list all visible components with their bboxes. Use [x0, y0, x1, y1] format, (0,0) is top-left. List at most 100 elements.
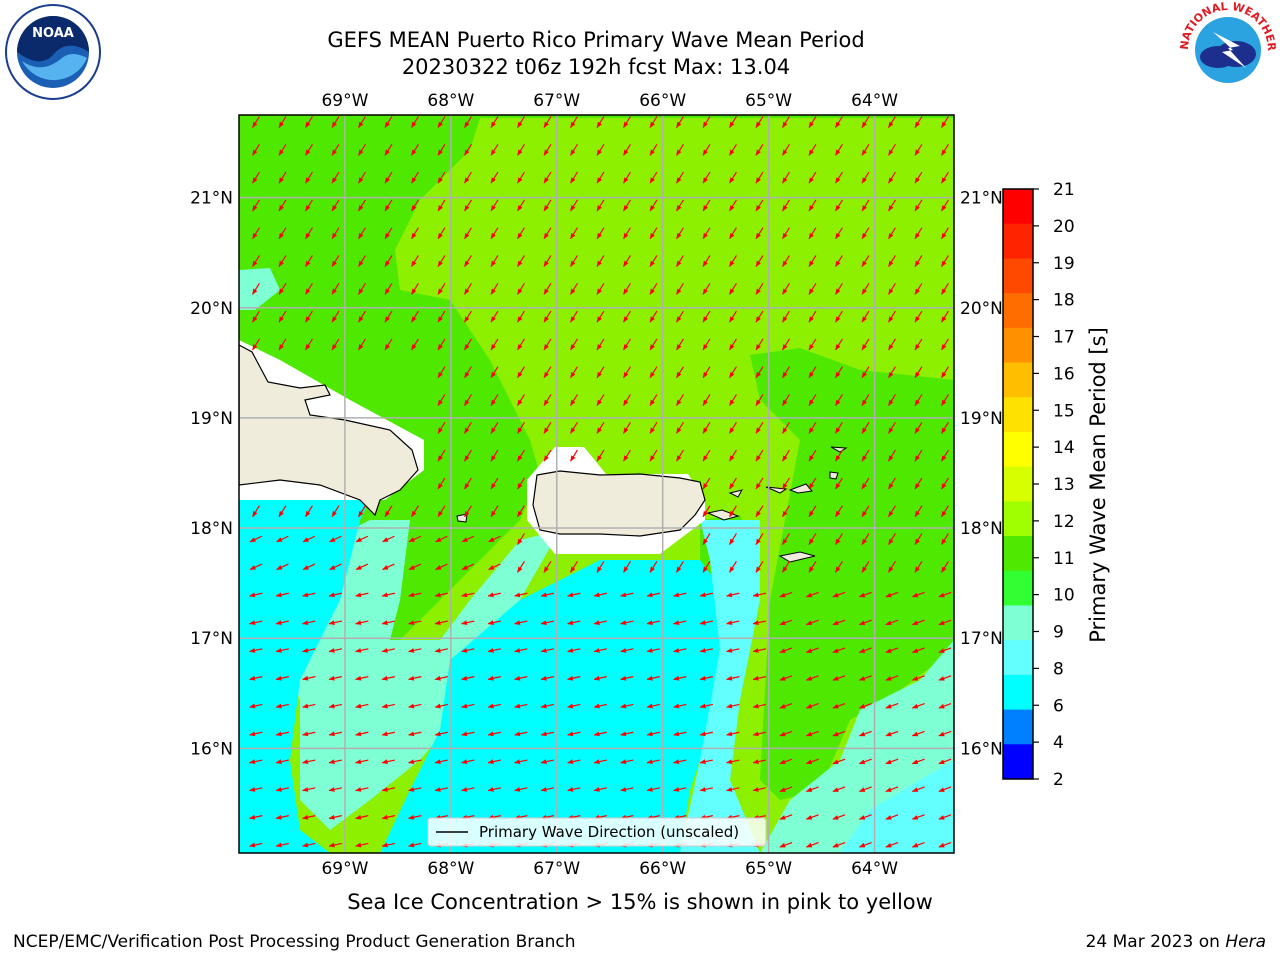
wave-arrow: [914, 366, 923, 379]
wave-arrow: [514, 620, 528, 625]
wave-arrow: [382, 535, 395, 543]
wave-arrow: [437, 171, 446, 184]
wave-arrow: [649, 227, 658, 240]
wave-arrow: [384, 143, 393, 156]
wave-arrow: [464, 338, 472, 351]
wave-arrow: [411, 310, 419, 323]
wave-arrow: [408, 814, 422, 820]
wave-arrow: [702, 533, 711, 546]
wave-arrow: [888, 505, 896, 518]
wave-arrow: [570, 310, 578, 323]
wave-arrow: [275, 787, 289, 792]
wave-arrow: [779, 786, 793, 792]
wave-arrow: [540, 787, 554, 792]
wave-arrow: [381, 814, 395, 820]
wave-arrow: [461, 703, 475, 709]
wave-arrow: [302, 563, 316, 571]
wave-arrow: [411, 171, 419, 184]
wave-arrow: [808, 338, 817, 351]
wave-arrow: [885, 842, 899, 848]
wave-arrow: [381, 787, 395, 792]
wave-arrow: [408, 787, 422, 792]
wave-arrow: [620, 675, 634, 681]
wave-arrow: [752, 759, 766, 764]
wave-arrow: [835, 143, 843, 156]
wave-arrow: [358, 199, 366, 212]
wave-arrow: [914, 143, 923, 156]
wave-arrow: [381, 620, 395, 625]
footer-date-text: 24 Mar 2023 on: [1085, 932, 1226, 952]
wave-arrow: [755, 560, 764, 573]
wave-arrow: [517, 171, 525, 184]
wave-arrow: [649, 394, 658, 407]
lon-label-top: 69°W: [321, 91, 368, 111]
wave-arrow: [835, 227, 843, 240]
wave-arrow: [941, 477, 949, 490]
wave-arrow: [596, 171, 605, 184]
wave-arrow: [702, 366, 711, 379]
wave-arrow: [355, 703, 369, 709]
wave-arrow: [938, 758, 952, 765]
wave-arrow: [911, 730, 925, 737]
wave-arrow: [888, 227, 896, 240]
wave-arrow: [702, 116, 711, 129]
wave-arrow: [464, 199, 472, 212]
wave-arrow: [888, 449, 896, 462]
wave-arrow: [676, 282, 684, 295]
wave-arrow: [835, 338, 843, 351]
wave-arrow: [782, 227, 790, 240]
wave-arrow: [858, 758, 872, 765]
wave-arrow: [331, 310, 340, 323]
wave-arrow: [808, 421, 817, 434]
wave-arrow: [726, 731, 740, 737]
wave-arrow: [408, 620, 422, 625]
wave-arrow: [755, 199, 764, 212]
wave-arrow: [861, 421, 870, 434]
noaa-logo-text: NOAA: [32, 26, 74, 41]
wave-arrow: [596, 449, 605, 462]
wave-arrow: [623, 449, 631, 462]
wave-arrow: [729, 533, 737, 546]
period-8-region: [680, 520, 760, 853]
lat-label-left: 18°N: [190, 519, 233, 539]
wave-arrow: [540, 731, 554, 737]
colorbar-segment: [1003, 189, 1033, 225]
wave-arrow: [543, 116, 552, 129]
wave-arrow: [699, 731, 713, 737]
wave-arrow: [514, 648, 528, 653]
wave-arrow: [411, 505, 419, 518]
wave-arrow: [434, 648, 448, 653]
wave-arrow: [570, 199, 578, 212]
wave-arrow: [249, 620, 263, 625]
wave-arrow: [517, 394, 525, 407]
wave-arrow: [408, 731, 422, 737]
wave-arrow: [567, 592, 581, 598]
wave-arrow: [331, 171, 340, 184]
wave-arrow: [623, 227, 631, 240]
wave-arrow: [702, 282, 711, 295]
wave-arrow: [673, 592, 687, 598]
wave-arrow: [437, 477, 446, 490]
wave-arrow: [331, 338, 340, 351]
wave-arrow: [835, 366, 843, 379]
wave-arrow: [782, 338, 790, 351]
wave-arrow: [888, 116, 896, 129]
wave-arrow: [938, 591, 952, 598]
wave-arrow: [702, 255, 711, 268]
wave-arrow: [464, 505, 472, 518]
wave-arrow: [437, 338, 446, 351]
wave-arrow: [302, 620, 316, 625]
wave-arrow: [941, 310, 949, 323]
wave-arrow: [543, 310, 552, 323]
wave-arrow: [808, 143, 817, 156]
wave-arrow: [941, 255, 949, 268]
wave-arrow: [570, 282, 578, 295]
wave-arrow: [805, 842, 819, 848]
wave-arrow: [408, 703, 422, 709]
wave-arrow: [278, 171, 287, 184]
wave-arrow: [808, 394, 817, 407]
wave-arrow: [355, 592, 369, 598]
wave-arrow: [885, 758, 899, 765]
wave-arrow: [808, 310, 817, 323]
wave-arrow: [302, 842, 316, 848]
